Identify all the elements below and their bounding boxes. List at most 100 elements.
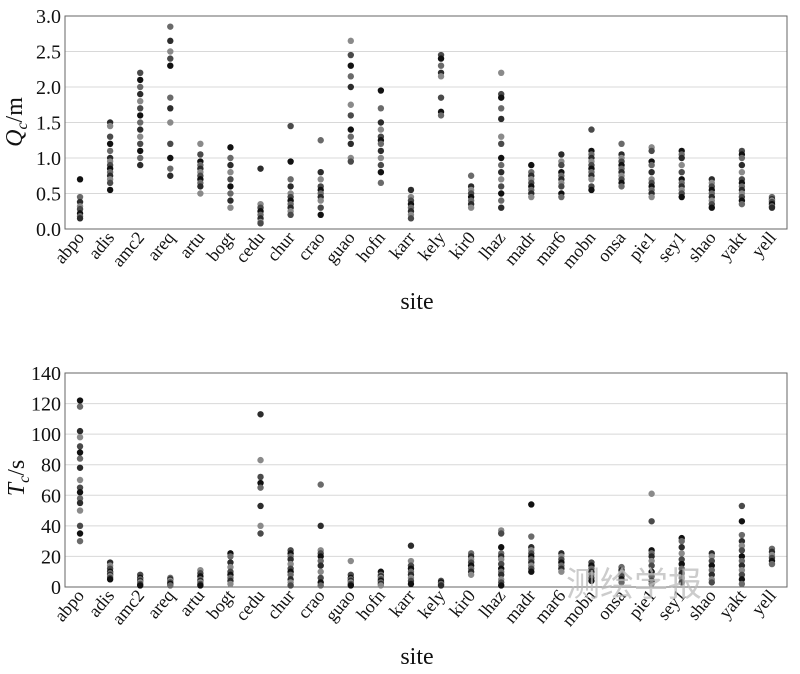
tc-x-tick-label: hofn xyxy=(352,586,389,624)
qc-point xyxy=(498,197,505,204)
tc-point xyxy=(317,553,324,560)
tc-point xyxy=(317,522,324,530)
tc-point xyxy=(498,582,505,589)
tc-x-tick-label: chur xyxy=(263,586,299,623)
qc-point xyxy=(377,105,385,112)
qc-point xyxy=(137,133,144,140)
qc-y-tick-label: 1.0 xyxy=(36,148,61,170)
qc-point xyxy=(377,179,385,187)
qc-point xyxy=(106,147,114,155)
qc-point xyxy=(137,154,144,162)
qc-point xyxy=(287,211,294,218)
qc-point xyxy=(197,183,204,190)
qc-point xyxy=(437,112,445,119)
tc-x-axis-label: site xyxy=(400,644,433,670)
qc-point xyxy=(498,204,505,211)
qc-point xyxy=(167,154,174,162)
qc-point xyxy=(437,73,445,80)
tc-point xyxy=(257,479,264,487)
qc-x-tick-label: artu xyxy=(175,228,208,262)
qc-point xyxy=(76,215,84,222)
tc-point xyxy=(648,573,655,580)
qc-point xyxy=(137,147,144,155)
tc-point xyxy=(76,507,84,514)
qc-point xyxy=(317,137,324,144)
qc-x-tick-label: cedu xyxy=(231,228,268,267)
tc-point xyxy=(678,579,685,586)
qc-point xyxy=(678,193,685,201)
tc-point xyxy=(76,530,84,537)
tc-x-tick-label: artu xyxy=(175,586,208,620)
tc-point xyxy=(528,501,535,508)
qc-point xyxy=(558,183,565,190)
tc-x-tick-label: guao xyxy=(321,586,359,626)
qc-point xyxy=(257,220,264,227)
qc-point xyxy=(738,169,746,176)
qc-x-tick-label: shao xyxy=(683,228,720,266)
tc-point xyxy=(738,566,746,574)
qc-x-tick-label: chur xyxy=(263,228,299,265)
qc-point xyxy=(588,176,595,183)
tc-point xyxy=(76,484,84,491)
tc-point xyxy=(76,476,84,484)
qc-point xyxy=(347,73,354,80)
tc-y-tick-label: 60 xyxy=(41,485,61,507)
tc-point xyxy=(317,557,324,565)
qc-point xyxy=(167,48,174,55)
tc-point xyxy=(197,582,204,589)
tc-x-tick-label: karr xyxy=(385,586,419,621)
tc-point xyxy=(738,571,746,578)
tc-point xyxy=(648,490,655,497)
tc-point xyxy=(708,579,715,586)
qc-point xyxy=(167,23,174,30)
qc-point xyxy=(227,176,234,183)
qc-point xyxy=(137,76,144,84)
tc-point xyxy=(227,553,234,560)
qc-point xyxy=(137,112,144,119)
tc-point xyxy=(76,449,84,456)
tc-point xyxy=(317,574,324,582)
tc-point xyxy=(106,576,114,583)
qc-point xyxy=(227,169,234,176)
tc-points xyxy=(76,397,776,589)
tc-x-tick-label: areq xyxy=(143,586,178,623)
qc-point xyxy=(498,154,505,162)
qc-point xyxy=(498,161,505,169)
tc-point xyxy=(467,571,475,578)
qc-y-tick-labels: 0.0 0.5 1.0 1.5 2.0 2.5 3.0 xyxy=(36,6,61,241)
tc-point xyxy=(227,563,234,571)
tc-point xyxy=(648,518,655,525)
tc-point xyxy=(76,455,84,462)
qc-point xyxy=(106,122,114,130)
qc-x-tick-label: yakt xyxy=(715,228,750,265)
qc-point xyxy=(377,119,385,126)
qc-point xyxy=(738,161,746,169)
qc-x-tick-label: pie1 xyxy=(624,228,659,265)
qc-y-tick-label: 0.0 xyxy=(36,219,61,241)
tc-point xyxy=(588,577,595,585)
tc-point xyxy=(76,403,84,410)
qc-point xyxy=(137,140,144,147)
tc-point xyxy=(498,560,505,568)
qc-point xyxy=(648,161,655,169)
qc-point xyxy=(558,161,565,169)
tc-point xyxy=(227,580,234,588)
tc-point xyxy=(347,582,354,589)
tc-y-tick-label: 20 xyxy=(41,546,61,568)
qc-point xyxy=(227,190,234,197)
qc-point xyxy=(498,69,505,77)
qc-point xyxy=(287,122,294,130)
tc-point xyxy=(738,580,746,588)
qc-point xyxy=(347,140,354,147)
qc-x-tick-label: amc2 xyxy=(108,228,148,271)
qc-point xyxy=(678,154,685,162)
qc-point xyxy=(708,204,715,211)
qc-point xyxy=(137,161,144,169)
qc-point xyxy=(407,186,415,194)
qc-point xyxy=(347,112,354,119)
tc-point xyxy=(678,574,685,582)
qc-point xyxy=(498,94,505,101)
qc-point xyxy=(407,215,415,222)
qc-x-tick-label: hofn xyxy=(352,228,389,266)
